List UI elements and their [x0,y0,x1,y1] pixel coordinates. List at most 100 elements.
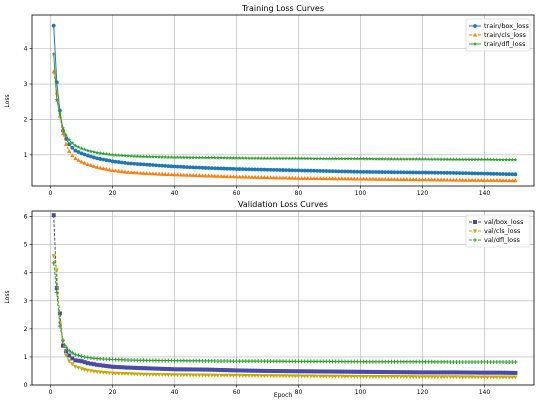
plus-marker [70,350,75,355]
star-marker [184,155,190,160]
triangle-marker [327,176,332,181]
triangle-marker [318,176,323,181]
triangle-down-marker [129,372,134,377]
circle-marker [206,166,211,170]
triangle-down-marker [153,372,159,377]
circle-marker [352,169,357,174]
triangle-down-marker [160,373,165,377]
triangle-down-marker [488,375,493,380]
y-tick-label: 4 [24,270,28,277]
square-marker [373,369,378,374]
triangle-down-marker [401,375,406,379]
star-marker [392,156,397,161]
triangle-down-marker [349,374,354,379]
circle-marker [460,171,465,176]
circle-marker [370,170,375,174]
legend-entry: train/cls_loss [469,31,527,39]
triangle-down-marker [107,371,112,376]
triangle-marker [163,171,168,176]
star-marker [466,157,472,162]
triangle-marker [302,175,307,180]
star-marker [268,156,273,161]
circle-marker [231,167,236,171]
triangle-marker [156,171,162,176]
legend-box [465,18,531,52]
square-marker [352,369,357,374]
square-marker [203,367,208,372]
triangle-marker [287,175,292,180]
square-marker [457,370,462,375]
triangle-marker [160,171,165,176]
triangle-marker [82,160,87,165]
star-marker [469,157,475,162]
square-marker [392,370,397,375]
circle-marker [389,170,394,175]
triangle-down-marker [166,373,171,378]
triangle-down-marker [513,375,518,380]
star-marker [141,154,146,159]
star-marker [70,140,75,145]
triangle-down-marker [209,373,214,378]
star-marker [147,154,152,159]
star-marker [231,155,236,160]
triangle-down-marker [457,375,462,380]
triangle-marker [485,178,490,182]
plus-marker [57,324,62,329]
star-marker [222,155,227,160]
triangle-down-marker [94,370,100,375]
triangle-marker [231,174,236,179]
triangle-down-marker [386,374,391,379]
circle-marker [284,168,288,173]
x-tick-label: 60 [233,389,241,396]
triangle-down-marker [181,373,186,378]
circle-marker [253,167,258,172]
star-marker [367,156,372,161]
square-marker [463,370,468,375]
circle-marker [324,169,329,173]
triangle-down-marker [435,375,441,380]
triangle-down-marker [414,375,419,380]
circle-marker [510,172,515,177]
square-marker [370,369,375,374]
square-marker [333,369,338,374]
triangle-marker [153,171,159,176]
circle-marker [147,162,152,167]
square-marker [445,370,450,375]
triangle-down-marker [321,374,326,379]
square-marker [200,367,205,372]
legend-label: train/dfl_loss [484,40,526,48]
star-marker [411,156,416,161]
y-tick-label: 5 [24,242,28,249]
star-marker [57,111,62,116]
triangle-down-marker [476,375,481,380]
circle-marker [119,160,124,165]
triangle-down-marker [101,370,106,375]
circle-marker [265,167,270,172]
x-tick-label: 40 [171,190,179,197]
star-marker [429,157,434,161]
circle-marker [79,151,84,156]
star-marker [355,156,360,161]
chart-title: Training Loss Curves [241,4,324,13]
triangle-marker [479,178,484,182]
star-marker [240,155,245,160]
triangle-marker [494,178,499,182]
circle-marker [219,166,223,171]
square-marker [432,370,437,375]
triangle-marker [460,177,465,182]
square-marker [377,369,382,374]
triangle-down-marker [197,373,202,378]
circle-marker [166,164,171,169]
plus-marker [51,260,56,265]
circle-marker [107,158,112,163]
circle-marker [408,170,412,175]
triangle-marker [339,176,344,181]
square-marker [57,311,62,316]
square-marker [284,369,289,374]
square-marker [367,369,372,374]
triangle-marker [407,177,413,182]
triangle-marker [482,178,487,182]
triangle-down-marker [411,375,416,380]
triangle-down-marker [237,373,242,378]
star-marker [265,156,270,161]
